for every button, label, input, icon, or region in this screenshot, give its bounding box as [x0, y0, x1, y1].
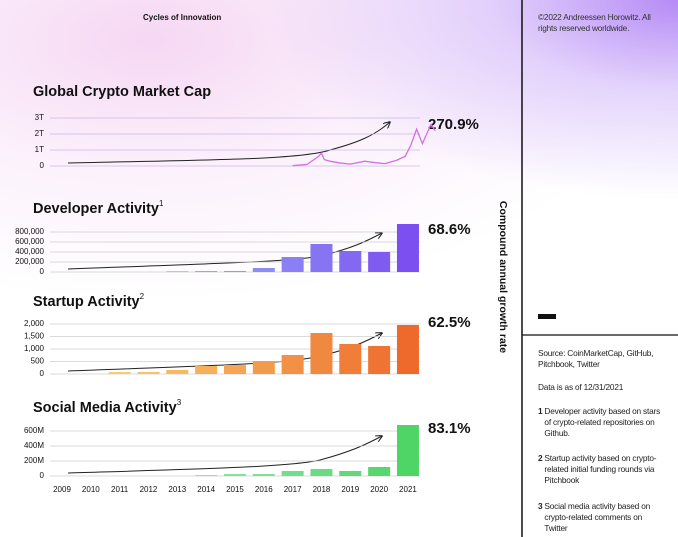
line [292, 123, 436, 167]
bar [396, 425, 419, 476]
bar [339, 251, 362, 272]
bar [195, 271, 218, 272]
x-tick-label: 2019 [341, 485, 359, 494]
x-tick-label: 2014 [197, 485, 215, 494]
y-tick-label: 3T [35, 113, 44, 122]
bar [281, 355, 304, 374]
cagr-label: 62.5% [428, 314, 471, 331]
x-tick-label: 2010 [82, 485, 100, 494]
y-tick-label: 500 [31, 357, 45, 366]
bar [166, 370, 189, 374]
footnote-mark: 2 [140, 292, 145, 301]
note: 1 Developer activity based on stars of cr… [538, 406, 666, 439]
x-tick-label: 2015 [226, 485, 244, 494]
y-tick-label: 200M [24, 456, 44, 465]
bar [339, 470, 362, 476]
bar [108, 372, 131, 374]
x-tick-label: 2011 [111, 485, 129, 494]
x-tick-label: 2013 [168, 485, 186, 494]
bar [281, 257, 304, 272]
bar [339, 344, 362, 374]
x-tick-label: 2009 [53, 485, 71, 494]
copyright: ©2022 Andreessen Horowitz. All rights re… [538, 12, 651, 33]
chart-title: Developer Activity1 [33, 199, 164, 217]
bar [396, 224, 419, 272]
x-tick-label: 2017 [284, 485, 302, 494]
bar [252, 268, 275, 272]
y-tick-label: 400M [24, 441, 44, 450]
y-tick-label: 600M [24, 426, 44, 435]
y-tick-label: 0 [40, 267, 45, 276]
y-tick-label: 1T [35, 145, 44, 154]
y-tick-label: 0 [40, 369, 45, 378]
chart-title-text: Startup Activity [33, 294, 140, 310]
bar [368, 467, 391, 476]
bar [137, 372, 160, 374]
bar [223, 271, 246, 272]
footnote-mark: 1 [159, 199, 164, 208]
note-number: 2 [538, 453, 543, 463]
arrow [67, 122, 390, 164]
y-tick-label: 1,500 [24, 332, 45, 341]
x-tick-label: 2016 [255, 485, 273, 494]
note-text: Social media activity based on crypto-re… [544, 501, 651, 533]
chart-title: Startup Activity2 [33, 292, 145, 310]
footnote-mark: 3 [177, 398, 182, 407]
cagr-label: 270.9% [428, 116, 479, 133]
x-tick-label: 2021 [399, 485, 417, 494]
y-tick-label: 2T [35, 129, 44, 138]
x-tick-label: 2012 [140, 485, 158, 494]
note: 2 Startup activity based on crypto-relate… [538, 453, 666, 486]
chart-title: Global Crypto Market Cap [33, 84, 211, 100]
arrow [67, 436, 382, 474]
bar [281, 470, 304, 476]
note: 3 Social media activity based on crypto-r… [538, 501, 666, 534]
y-tick-label: 0 [40, 161, 45, 170]
y-tick-label: 2,000 [24, 319, 45, 328]
chart-title-text: Global Crypto Market Cap [33, 84, 211, 100]
y-tick-label: 600,000 [15, 237, 44, 246]
header-title: Cycles of Innovation [143, 13, 221, 22]
note-text: Developer activity based on stars of cry… [544, 406, 661, 438]
x-tick-label: 2018 [313, 485, 331, 494]
bar [223, 365, 246, 374]
arrow [67, 233, 382, 270]
cagr-label: 83.1% [428, 420, 471, 437]
bar [396, 325, 419, 374]
y-tick-label: 1,000 [24, 344, 45, 353]
note-number: 1 [538, 406, 543, 416]
bar [310, 469, 333, 476]
note-text: Startup activity based on crypto-related… [544, 453, 657, 485]
marker [538, 314, 556, 319]
bar [195, 475, 218, 476]
source: Source: CoinMarketCap, GitHub, Pitchbook… [538, 348, 654, 369]
bar [310, 333, 333, 374]
bar [310, 244, 333, 272]
chart-title-text: Developer Activity [33, 201, 159, 217]
x-tick-label: 2020 [370, 485, 388, 494]
chart-title: Social Media Activity3 [33, 398, 182, 416]
y-tick-label: 800,000 [15, 227, 44, 236]
y-tick-label: 0 [40, 471, 45, 480]
bar [368, 252, 391, 272]
y-tick-label: 200,000 [15, 257, 44, 266]
note-number: 3 [538, 501, 543, 511]
bar [166, 271, 189, 272]
bar [195, 366, 218, 374]
bar [368, 346, 391, 374]
data-date: Data is as of 12/31/2021 [538, 382, 624, 392]
cagr-label: 68.6% [428, 221, 471, 238]
bar [252, 473, 275, 476]
y-tick-label: 400,000 [15, 247, 44, 256]
chart-title-text: Social Media Activity [33, 400, 177, 416]
bar [252, 361, 275, 374]
axis-title: Compound annual growth rate [497, 201, 509, 353]
bar [223, 473, 246, 476]
